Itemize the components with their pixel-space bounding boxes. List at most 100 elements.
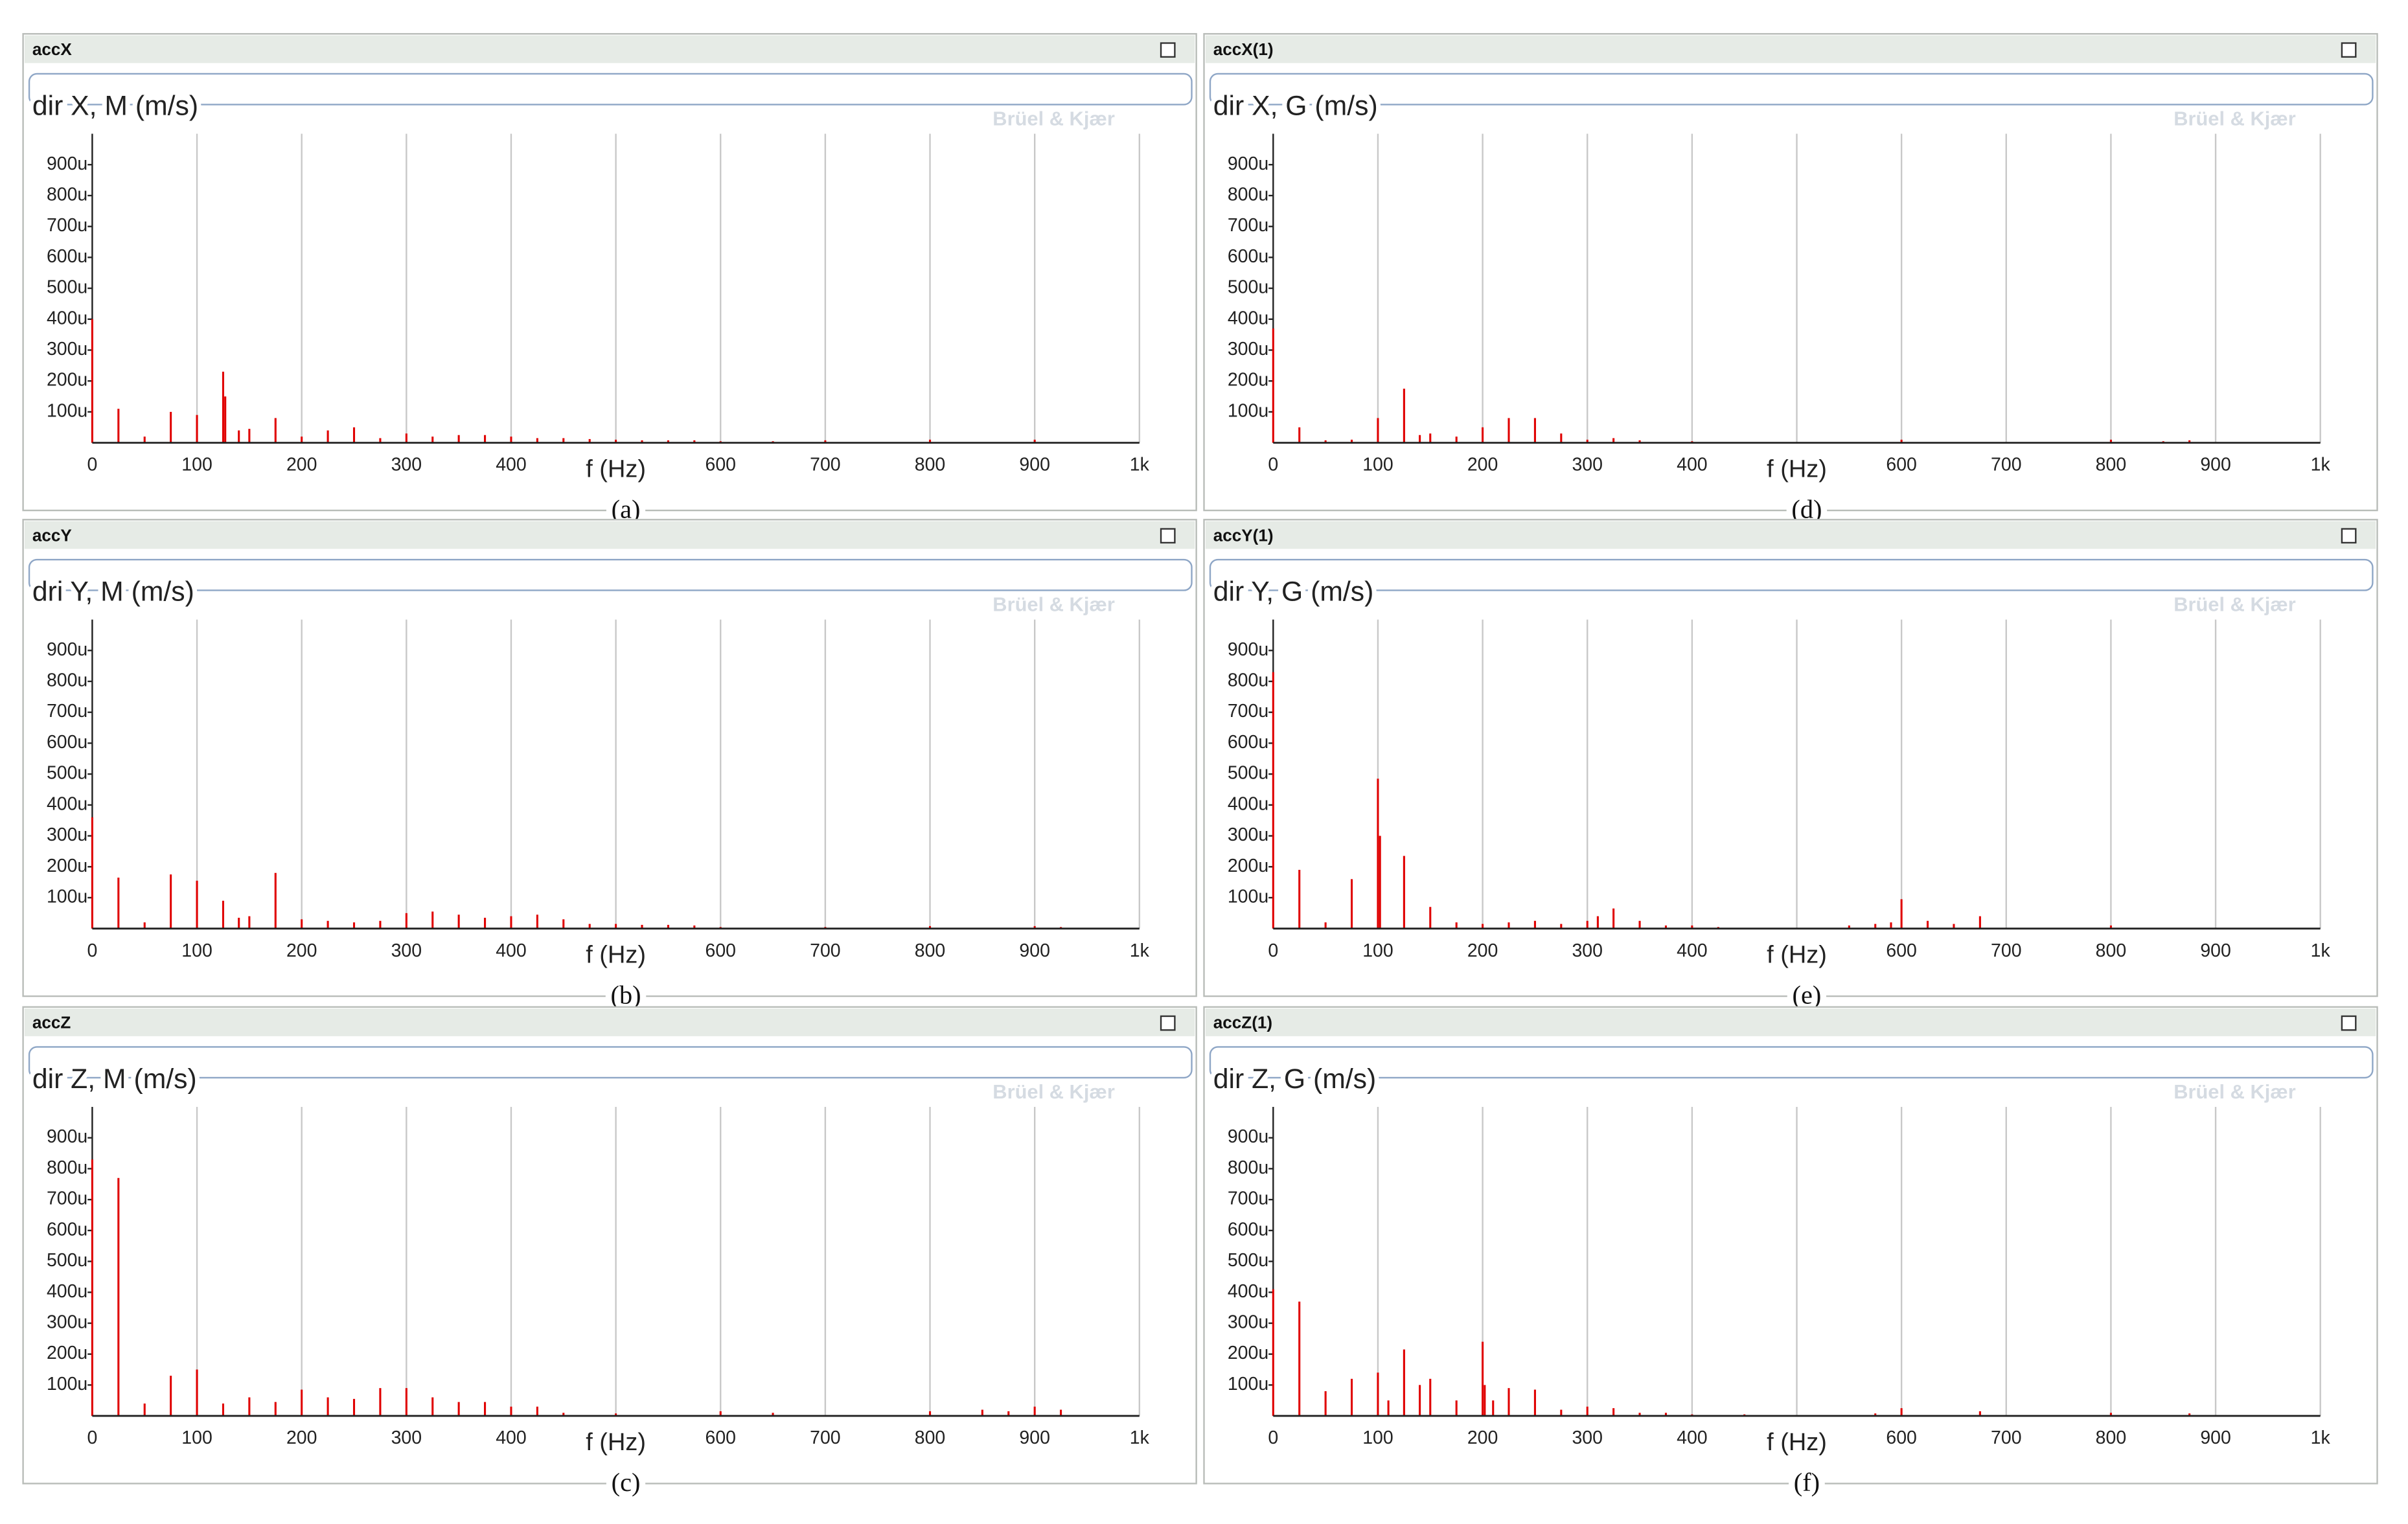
y-tick-label: 600u bbox=[47, 732, 87, 753]
y-tick-label: 900u bbox=[47, 639, 87, 660]
y-tick-label: 200u bbox=[47, 370, 87, 391]
y-tick-label: 200u bbox=[1228, 1343, 1268, 1363]
panel bbox=[22, 1006, 1197, 1484]
chart-title: dri Y, M (m/s) bbox=[32, 576, 194, 608]
y-tick-label: 800u bbox=[1228, 1157, 1268, 1178]
x-tick-label: 600 bbox=[705, 940, 737, 961]
y-tick-label: 300u bbox=[1228, 1312, 1268, 1332]
x-tick-label: 700 bbox=[1991, 940, 2022, 961]
x-tick-label: 200 bbox=[286, 1427, 317, 1448]
chart-title: dir Y, G (m/s) bbox=[1213, 576, 1374, 608]
x-tick-label: 300 bbox=[1572, 1427, 1603, 1448]
x-tick-label: 700 bbox=[1991, 455, 2022, 475]
y-tick-label: 300u bbox=[47, 1312, 87, 1332]
y-tick-label: 900u bbox=[1228, 639, 1268, 660]
y-tick-label: 600u bbox=[1228, 732, 1268, 753]
chart-title: dir Z, M (m/s) bbox=[32, 1063, 197, 1095]
panel-title-bar bbox=[1205, 1008, 2376, 1036]
panel-title: accX(1) bbox=[1213, 40, 1274, 59]
y-tick-label: 800u bbox=[47, 184, 87, 205]
panel-title: accY(1) bbox=[1213, 525, 1274, 545]
y-tick-label: 400u bbox=[47, 793, 87, 814]
x-tick-label: 400 bbox=[1677, 455, 1708, 475]
panel bbox=[22, 33, 1197, 512]
y-tick-label: 200u bbox=[47, 856, 87, 876]
x-tick-label: 300 bbox=[391, 455, 422, 475]
maximize-button bbox=[2341, 42, 2357, 58]
panel-title: accZ(1) bbox=[1213, 1013, 1272, 1032]
x-tick-label: 200 bbox=[286, 940, 317, 961]
caption: (e) bbox=[1793, 981, 1822, 1010]
header-box bbox=[28, 1046, 1193, 1079]
x-tick-label: 400 bbox=[1677, 1427, 1708, 1448]
y-tick-label: 700u bbox=[47, 701, 87, 722]
y-tick-label: 300u bbox=[1228, 825, 1268, 845]
y-tick-label: 800u bbox=[1228, 184, 1268, 205]
x-tick-label: 400 bbox=[496, 1427, 527, 1448]
x-tick-label: 400 bbox=[1677, 940, 1708, 961]
y-tick-label: 300u bbox=[47, 825, 87, 845]
y-tick-label: 100u bbox=[47, 1374, 87, 1394]
header-box bbox=[28, 558, 1193, 591]
x-tick-label: 900 bbox=[2200, 940, 2231, 961]
x-tick-label: 800 bbox=[2096, 455, 2127, 475]
x-axis-label: f (Hz) bbox=[586, 1429, 646, 1456]
x-axis-label: f (Hz) bbox=[1767, 455, 1827, 483]
y-tick-label: 500u bbox=[1228, 1250, 1268, 1271]
watermark: Brüel & Kjær bbox=[992, 1080, 1115, 1103]
x-tick-label: 700 bbox=[810, 1427, 840, 1448]
x-tick-label: 0 bbox=[1268, 1427, 1278, 1448]
y-tick-label: 200u bbox=[47, 1343, 87, 1363]
panel bbox=[1203, 33, 2378, 512]
header-box bbox=[1209, 558, 2374, 591]
x-tick-label: 0 bbox=[1268, 940, 1278, 961]
x-tick-label: 1k bbox=[1130, 455, 1150, 475]
y-tick-label: 400u bbox=[47, 1281, 87, 1302]
y-tick-label: 500u bbox=[47, 277, 87, 298]
x-tick-label: 300 bbox=[1572, 940, 1603, 961]
watermark: Brüel & Kjær bbox=[2173, 107, 2296, 130]
x-tick-label: 200 bbox=[286, 455, 317, 475]
y-tick-label: 600u bbox=[1228, 246, 1268, 267]
panel-title-bar bbox=[1205, 521, 2376, 549]
x-tick-label: 700 bbox=[810, 455, 840, 475]
y-tick-label: 500u bbox=[1228, 763, 1268, 784]
x-axis-label: f (Hz) bbox=[1767, 1429, 1827, 1456]
y-tick-label: 400u bbox=[1228, 793, 1268, 814]
panel-title-bar bbox=[24, 35, 1195, 63]
x-tick-label: 800 bbox=[2096, 1427, 2127, 1448]
y-tick-label: 100u bbox=[1228, 400, 1268, 421]
y-tick-label: 600u bbox=[47, 246, 87, 267]
chart-title: dir X, M (m/s) bbox=[32, 90, 198, 121]
y-tick-label: 400u bbox=[1228, 308, 1268, 328]
x-tick-label: 1k bbox=[1130, 940, 1150, 961]
panel-title-bar bbox=[24, 1008, 1195, 1036]
x-tick-label: 200 bbox=[1467, 940, 1498, 961]
x-tick-label: 100 bbox=[181, 1427, 212, 1448]
y-tick-label: 700u bbox=[1228, 701, 1268, 722]
caption: (c) bbox=[612, 1468, 641, 1497]
x-tick-label: 1k bbox=[2311, 455, 2331, 475]
y-tick-label: 600u bbox=[47, 1219, 87, 1240]
panel bbox=[1203, 1006, 2378, 1484]
caption: (f) bbox=[1794, 1468, 1820, 1497]
y-tick-label: 900u bbox=[1228, 1126, 1268, 1147]
x-tick-label: 200 bbox=[1467, 1427, 1498, 1448]
y-tick-label: 700u bbox=[47, 215, 87, 236]
watermark: Brüel & Kjær bbox=[2173, 593, 2296, 615]
x-tick-label: 800 bbox=[915, 1427, 946, 1448]
maximize-button bbox=[1160, 528, 1176, 544]
x-tick-label: 400 bbox=[496, 940, 527, 961]
y-tick-label: 700u bbox=[1228, 215, 1268, 236]
header-box bbox=[1209, 73, 2374, 106]
watermark: Brüel & Kjær bbox=[2173, 1080, 2296, 1103]
y-tick-label: 900u bbox=[47, 1126, 87, 1147]
x-tick-label: 300 bbox=[391, 940, 422, 961]
panel-title-bar bbox=[1205, 35, 2376, 63]
x-tick-label: 900 bbox=[2200, 1427, 2231, 1448]
x-tick-label: 1k bbox=[1130, 1427, 1150, 1448]
y-tick-label: 100u bbox=[1228, 886, 1268, 907]
y-tick-label: 900u bbox=[1228, 154, 1268, 174]
